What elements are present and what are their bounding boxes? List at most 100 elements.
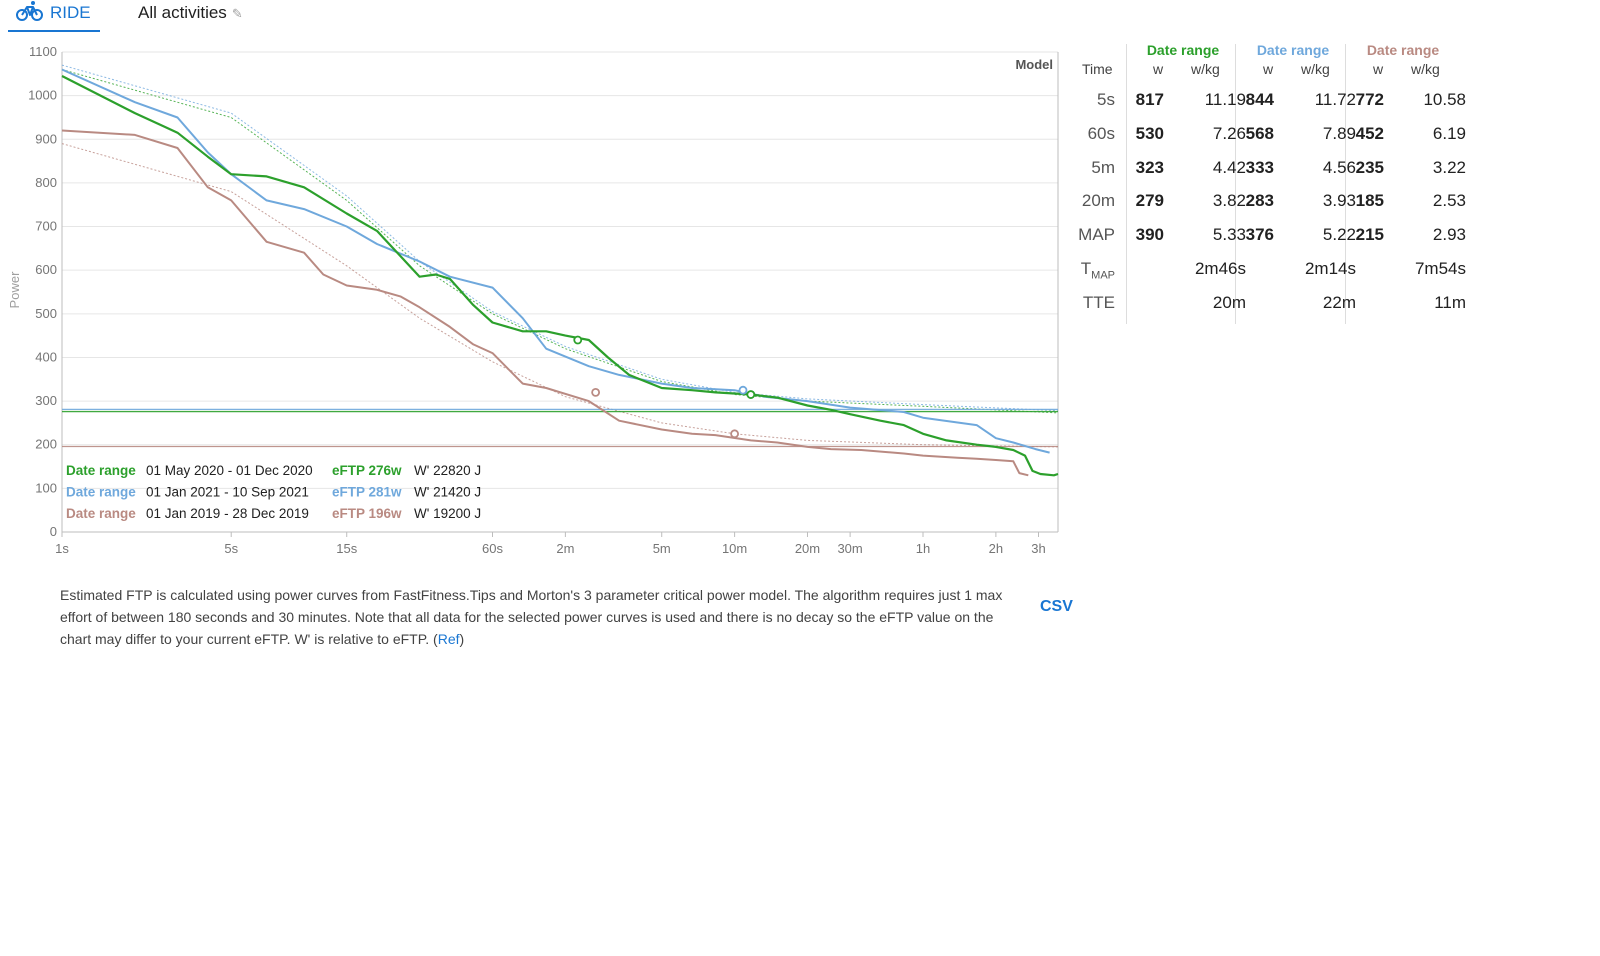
curve-marker-3[interactable] — [730, 429, 740, 439]
power-value: 772 — [1355, 90, 1384, 109]
y-tick-label: 700 — [35, 219, 57, 234]
power-value: 333 — [1245, 157, 1274, 177]
legend-w-prime: W' 21420 J — [414, 485, 481, 500]
table-divider — [1345, 44, 1346, 324]
legend-w-prime: W' 19200 J — [414, 506, 481, 521]
power-value: 235 — [1355, 157, 1384, 177]
tab-all-activities-label: All activities — [138, 3, 227, 22]
tte-value: 20m — [1212, 292, 1246, 312]
legend-eftp: eFTP 281w — [332, 485, 402, 500]
time-header: Time — [1082, 61, 1113, 77]
x-tick-label: 2h — [989, 541, 1003, 556]
table-divider — [1126, 44, 1127, 324]
y-tick-label: 500 — [35, 306, 57, 321]
legend-dates: 01 Jan 2021 - 10 Sep 2021 — [146, 485, 309, 500]
y-axis-label: Power — [7, 271, 22, 309]
y-tick-label: 900 — [35, 131, 57, 146]
wkg-header: w/kg — [1191, 61, 1220, 77]
wkg-value: 7.89 — [1322, 123, 1356, 143]
y-tick-label: 1100 — [29, 44, 57, 59]
power-value: 323 — [1135, 157, 1164, 177]
row-label: 5m — [1091, 157, 1115, 177]
row-label: 5s — [1097, 90, 1115, 109]
w-header: w — [1263, 61, 1274, 77]
row-label: 60s — [1087, 123, 1115, 143]
x-tick-label: 3h — [1031, 541, 1045, 556]
power-curve-2[interactable] — [61, 68, 1050, 454]
model-label[interactable]: Model — [1015, 57, 1053, 72]
w-header: w — [1373, 61, 1384, 77]
curve-marker-2[interactable] — [738, 385, 748, 395]
y-tick-label: 300 — [35, 393, 57, 408]
wkg-value: 10.58 — [1423, 90, 1466, 109]
description-text: Estimated FTP is calculated using power … — [60, 587, 1003, 647]
chart-grid — [62, 51, 1058, 533]
tab-all-activities[interactable]: All activities ✎ — [138, 3, 243, 23]
wkg-value: 4.56 — [1322, 157, 1356, 177]
chart-axes: 0 100 200 300 400 500 600 700 800 900 1000 1100 1s 5s… — [28, 44, 1059, 556]
y-tick-label: 0 — [50, 524, 57, 539]
power-curve-1[interactable] — [61, 75, 1059, 477]
y-tick-label: 1000 — [28, 88, 57, 103]
curve-marker-1[interactable] — [573, 335, 583, 345]
x-tick-label: 15s — [336, 541, 357, 556]
tmap-value: 2m46s — [1194, 259, 1246, 278]
tmap-value: 2m14s — [1304, 259, 1356, 278]
power-curve-3[interactable] — [61, 129, 1029, 477]
x-tick-label: 60s — [482, 541, 503, 556]
tte-label: TTE — [1082, 292, 1115, 312]
bicycle-icon — [16, 1, 43, 21]
power-value: 215 — [1355, 225, 1384, 245]
power-value: 568 — [1245, 123, 1274, 143]
power-curve-chart: 0 100 200 300 400 500 600 700 800 900 1000 1100 1s 5s… — [7, 44, 1059, 556]
eftp-description: Estimated FTP is calculated using power … — [60, 584, 1020, 650]
ref-link[interactable]: Ref — [437, 631, 460, 647]
legend-eftp: eFTP 276w — [332, 463, 402, 478]
power-curves — [61, 68, 1059, 477]
table-divider — [1235, 44, 1236, 324]
tmap-value: 7m54s — [1414, 259, 1466, 278]
wkg-value: 3.82 — [1212, 191, 1246, 211]
wkg-value: 6.19 — [1432, 123, 1466, 143]
wkg-value: 3.22 — [1432, 157, 1466, 177]
tmap-label-sub: MAP — [1091, 269, 1115, 282]
column-title[interactable]: Date range — [1146, 42, 1220, 58]
tte-value: 11m — [1434, 292, 1466, 312]
power-value: 844 — [1245, 90, 1274, 109]
legend-series-name[interactable]: Date range — [66, 485, 136, 500]
legend-dates: 01 May 2020 - 01 Dec 2020 — [146, 463, 313, 478]
wkg-value: 2.53 — [1432, 191, 1466, 211]
model-curves — [61, 64, 1059, 448]
tte-value: 22m — [1322, 292, 1356, 312]
power-value: 376 — [1245, 225, 1274, 245]
wkg-value: 2.93 — [1432, 225, 1466, 245]
x-tick-label: 30m — [837, 541, 862, 556]
w-header: w — [1153, 61, 1164, 77]
legend-series-name[interactable]: Date range — [66, 506, 136, 521]
column-title[interactable]: Date range — [1366, 42, 1440, 58]
column-title[interactable]: Date range — [1256, 42, 1330, 58]
curve-marker-1[interactable] — [746, 390, 756, 399]
legend-series-name[interactable]: Date range — [66, 463, 136, 478]
tab-ride[interactable]: RIDE — [8, 0, 100, 32]
x-tick-label: 1h — [916, 541, 930, 556]
wkg-value: 7.26 — [1212, 123, 1246, 143]
y-tick-label: 400 — [35, 349, 57, 364]
wkg-value: 3.93 — [1322, 191, 1356, 211]
x-tick-label: 1s — [55, 541, 69, 556]
csv-link[interactable]: CSV — [1040, 598, 1073, 615]
row-label: 20m — [1081, 191, 1115, 211]
tab-ride-label: RIDE — [50, 3, 91, 22]
power-value: 530 — [1135, 123, 1164, 143]
curve-marker-3[interactable] — [591, 387, 601, 397]
power-value: 390 — [1135, 225, 1164, 245]
wkg-header: w/kg — [1411, 61, 1440, 77]
power-value: 185 — [1355, 191, 1384, 211]
tab-bar: RIDE All activities ✎ — [0, 0, 1600, 34]
y-tick-label: 800 — [35, 175, 57, 190]
wkg-value: 4.42 — [1212, 157, 1246, 177]
description-close: ) — [459, 631, 465, 647]
wkg-value: 11.19 — [1204, 90, 1246, 109]
pencil-icon[interactable]: ✎ — [231, 6, 243, 21]
model-curve-2 — [61, 64, 1059, 412]
